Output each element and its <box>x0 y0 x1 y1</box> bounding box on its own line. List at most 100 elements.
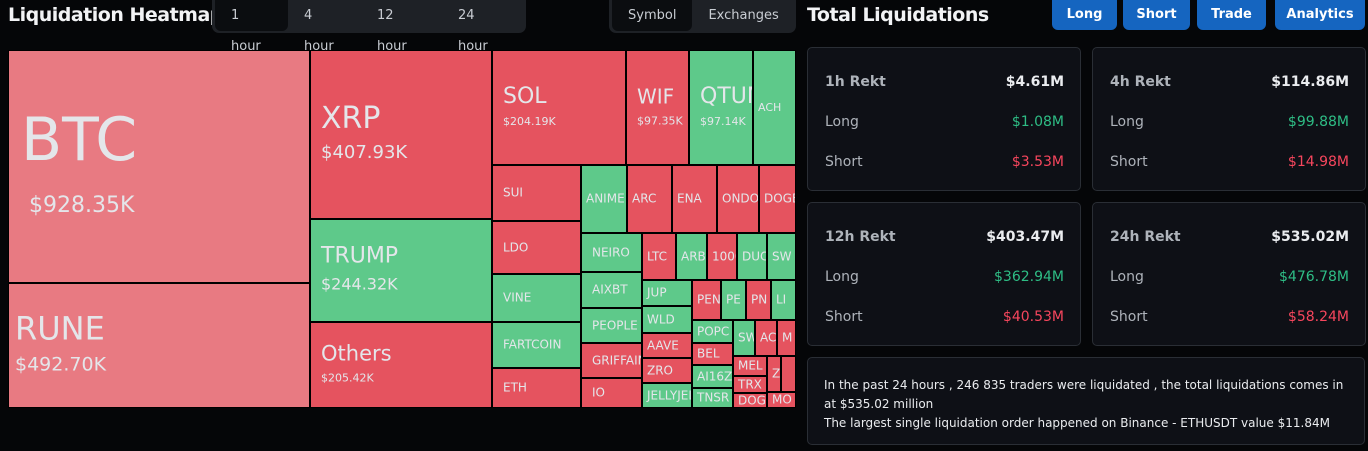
treemap-cell-duck[interactable]: DUCK <box>737 233 767 280</box>
treemap-cell-ac[interactable]: AC <box>755 320 777 356</box>
treemap-cell-jup[interactable]: JUP <box>642 280 692 306</box>
totals-title: Total Liquidations <box>807 4 989 26</box>
treemap-cell-unlabeled[interactable] <box>781 356 796 392</box>
cell-symbol: PEN <box>697 292 721 307</box>
cell-symbol: ANIME <box>586 191 625 206</box>
treemap-cell-btc[interactable]: BTC $928.35K <box>8 50 310 283</box>
treemap-cell-people[interactable]: PEOPLE <box>581 308 642 343</box>
treemap-cell-aixbt[interactable]: AIXBT <box>581 272 642 308</box>
cell-symbol: ARC <box>632 191 657 206</box>
treemap-cell-pen[interactable]: PEN <box>692 280 721 320</box>
treemap-cell-eth[interactable]: ETH <box>492 368 581 408</box>
treemap-cell-ldo[interactable]: LDO <box>492 221 581 274</box>
row-label: 1h Rekt <box>825 74 886 90</box>
treemap-cell-ai16z[interactable]: AI16Z <box>692 365 733 388</box>
treemap-cell-zro[interactable]: ZRO <box>642 358 692 383</box>
treemap-cell-doge[interactable]: DOGE <box>759 165 796 233</box>
tab-24-hour[interactable]: 24 hour <box>457 8 488 54</box>
row-value: $14.98M <box>1287 154 1349 170</box>
row-label: Short <box>1110 309 1148 325</box>
treemap-cell-mo[interactable]: MO <box>767 392 796 408</box>
row-label: 12h Rekt <box>825 229 896 245</box>
analytics-button[interactable]: Analytics <box>1275 0 1365 30</box>
cell-symbol: SW <box>772 248 792 263</box>
treemap-cell-wld[interactable]: WLD <box>642 306 692 333</box>
cell-symbol: SOL <box>503 83 547 109</box>
treemap-cell-arb[interactable]: ARB <box>676 233 707 280</box>
trade-button[interactable]: Trade <box>1197 0 1266 30</box>
view-tabs: Symbol Exchanges <box>609 0 796 33</box>
treemap-cell-qtum[interactable]: QTUM $97.14K <box>689 50 753 165</box>
long-button[interactable]: Long <box>1052 0 1117 30</box>
cell-symbol: FARTCOIN <box>503 337 562 352</box>
cell-symbol: ENA <box>677 191 702 206</box>
treemap-cell-sw[interactable]: SW <box>767 233 796 280</box>
cell-symbol: TRX <box>738 376 762 391</box>
tab-4-hour[interactable]: 4 hour <box>303 8 334 54</box>
treemap-cell-ltc[interactable]: LTC <box>642 233 676 280</box>
treemap-cell-aave[interactable]: AAVE <box>642 333 692 358</box>
treemap-cell-vine[interactable]: VINE <box>492 274 581 322</box>
cell-symbol: ZRO <box>647 362 674 377</box>
treemap-cell-popc[interactable]: POPC <box>692 320 733 343</box>
treemap-cell-m[interactable]: M <box>777 320 796 356</box>
treemap-cell-io[interactable]: IO <box>581 378 642 408</box>
treemap-cell-1000[interactable]: 1000 <box>707 233 737 280</box>
cell-value: $407.93K <box>321 141 408 163</box>
cell-symbol: SW <box>738 330 754 345</box>
tab-symbol[interactable]: Symbol <box>612 0 693 31</box>
card-row-total: 4h Rekt $114.86M <box>1110 74 1349 90</box>
treemap-cell-li[interactable]: LI <box>771 280 796 320</box>
treemap-cell-sw[interactable]: SW <box>733 320 755 356</box>
cell-symbol: AAVE <box>647 337 679 352</box>
treemap-cell-fartcoin[interactable]: FARTCOIN <box>492 322 581 368</box>
treemap-cell-tnsr[interactable]: TNSR <box>692 388 733 408</box>
row-value: $1.08M <box>1011 114 1064 130</box>
cell-symbol: QTUM <box>700 83 752 109</box>
tab-exchanges[interactable]: Exchanges <box>708 8 779 23</box>
cell-symbol: DOG <box>738 393 766 407</box>
short-button[interactable]: Short <box>1123 0 1190 30</box>
tab-1-hour[interactable]: 1 hour <box>215 0 288 54</box>
cell-symbol: JUP <box>647 285 667 300</box>
summary-box: In the past 24 hours , 246 835 traders w… <box>807 357 1365 445</box>
treemap-cell-arc[interactable]: ARC <box>627 165 672 233</box>
treemap-cell-ena[interactable]: ENA <box>672 165 717 233</box>
treemap-cell-ondo[interactable]: ONDO <box>717 165 759 233</box>
treemap-cell-trump[interactable]: TRUMP $244.32K <box>310 219 492 322</box>
heatmap-title: Liquidation Heatmap <box>8 4 223 26</box>
cell-symbol: ACH <box>758 100 782 114</box>
treemap-cell-ach[interactable]: ACH <box>753 50 796 165</box>
treemap-cell-pn[interactable]: PN <box>746 280 771 320</box>
treemap-cell-wif[interactable]: WIF $97.35K <box>626 50 689 165</box>
cell-value: $97.14K <box>700 114 746 128</box>
cell-value: $204.19K <box>503 114 556 128</box>
row-value: $58.24M <box>1287 309 1349 325</box>
treemap-cell-sol[interactable]: SOL $204.19K <box>492 50 626 165</box>
row-label: Long <box>1110 269 1144 285</box>
summary-line-2: The largest single liquidation order hap… <box>824 416 1330 430</box>
treemap-cell-anime[interactable]: ANIME <box>581 165 627 233</box>
treemap-cell-trx[interactable]: TRX <box>733 376 767 393</box>
treemap-cell-dog[interactable]: DOG <box>733 393 767 408</box>
treemap-cell-griffain[interactable]: GRIFFAIN <box>581 343 642 378</box>
treemap-cell-z[interactable]: Z <box>767 356 781 392</box>
card-row-long: Long $1.08M <box>825 114 1064 130</box>
treemap-cell-jellyjelly[interactable]: JELLYJELLY <box>642 383 692 408</box>
rekt-card-4h: 4h Rekt $114.86M Long $99.88M Short $14.98M <box>1092 47 1366 191</box>
treemap-cell-xrp[interactable]: XRP $407.93K <box>310 50 492 219</box>
treemap-cell-sui[interactable]: SUI <box>492 165 581 221</box>
treemap-cell-rune[interactable]: RUNE $492.70K <box>8 283 310 408</box>
treemap-cell-others[interactable]: Others $205.42K <box>310 322 492 408</box>
cell-symbol: IO <box>592 385 605 400</box>
cell-symbol: Z <box>772 366 781 381</box>
treemap-cell-mel[interactable]: MEL <box>733 356 767 376</box>
tab-12-hour[interactable]: 12 hour <box>376 8 407 54</box>
treemap-cell-bel[interactable]: BEL <box>692 343 733 365</box>
row-label: 4h Rekt <box>1110 74 1171 90</box>
row-value: $362.94M <box>994 269 1064 285</box>
treemap-cell-neiro[interactable]: NEIRO <box>581 233 642 272</box>
card-row-long: Long $476.78M <box>1110 269 1349 285</box>
row-label: Short <box>825 309 863 325</box>
treemap-cell-pe[interactable]: PE <box>721 280 746 320</box>
